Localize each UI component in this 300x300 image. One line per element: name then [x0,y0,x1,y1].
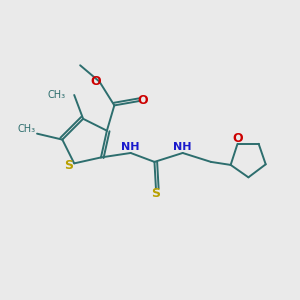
Text: NH: NH [173,142,192,152]
Text: O: O [138,94,148,107]
Text: CH₃: CH₃ [17,124,36,134]
Text: NH: NH [122,142,140,152]
Text: S: S [64,159,74,172]
Text: CH₃: CH₃ [48,90,66,100]
Text: O: O [232,132,243,145]
Text: S: S [152,188,160,200]
Text: O: O [91,75,101,88]
